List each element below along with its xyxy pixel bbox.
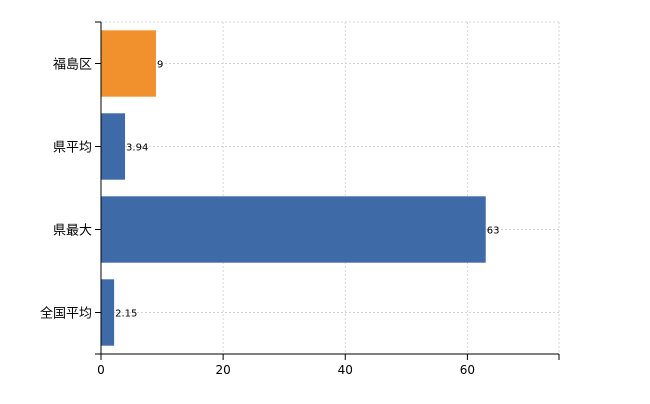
category-label: 全国平均 [40,306,92,322]
grid-layer [101,21,560,354]
x-tick-label: 60 [460,363,475,377]
x-tick-label: 40 [338,363,353,377]
bar [101,30,156,97]
data-label: 3.94 [126,143,148,154]
category-label: 福島区 [53,58,92,73]
bar [101,113,126,180]
category-label: 県平均 [53,141,92,156]
x-tick-label: 0 [97,363,105,377]
category-label: 県最大 [53,224,92,239]
x-tick-label: 20 [215,363,230,377]
bar [101,279,115,346]
data-label: 9 [157,60,163,71]
data-label: 2.15 [115,309,137,320]
bar [101,196,486,263]
data-label: 63 [487,226,500,237]
bars-layer: 9 3.94 63 2.15 [101,30,500,346]
